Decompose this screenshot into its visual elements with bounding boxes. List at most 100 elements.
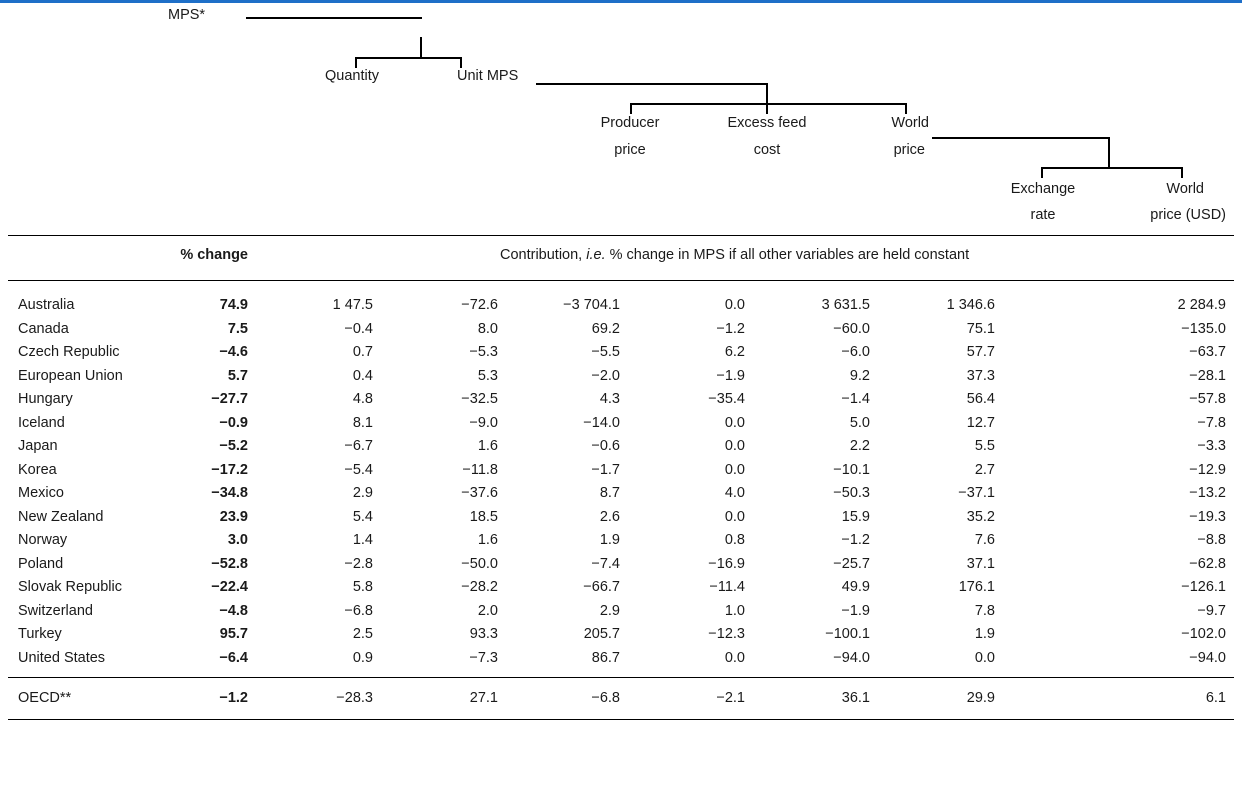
contribution-cell: 69.2: [591, 320, 620, 337]
contribution-cell: −5.3: [469, 344, 498, 360]
pct-change-cell: 3.0: [227, 532, 248, 548]
tree-connector: [766, 83, 768, 104]
contribution-cell: 35.2: [966, 508, 995, 525]
tree-label-quantity: Quantity: [325, 68, 379, 84]
table-row: Hungary −27.7 4.8 −32.5 4.3 −35.4 −1.4 56.4 −57.…: [0, 387, 1242, 411]
tree-label-excess-feed-cost: cost: [753, 142, 781, 158]
country-name: Poland: [18, 555, 64, 572]
contribution-header-text: Contribution,: [500, 247, 587, 263]
contribution-cell: 57.7: [966, 344, 995, 360]
contribution-cell: −6.8: [591, 690, 620, 706]
contribution-cell: −102.0: [1181, 626, 1226, 642]
tree-connector: [905, 103, 907, 114]
contribution-cell: −2.0: [591, 367, 620, 384]
contribution-cell: −1.9: [716, 367, 745, 384]
contribution-cell: −25.7: [833, 555, 870, 572]
contribution-cell: −94.0: [1189, 649, 1226, 666]
tree-connector: [932, 137, 1110, 139]
pct-change-cell: 74.9: [219, 297, 248, 313]
contribution-cell: −1.2: [841, 532, 870, 548]
table-row: Czech Republic −4.6 0.7 −5.3 −5.5 6.2 −6.0 57.7…: [0, 340, 1242, 364]
tree-connector: [630, 103, 907, 105]
contribution-cell: −3 704.1: [563, 297, 620, 313]
contribution-cell: 0.0: [724, 414, 745, 431]
tree-connector: [355, 57, 357, 68]
contribution-cell: 1.9: [974, 626, 995, 642]
contribution-cell: 1 47.5: [332, 297, 373, 313]
oecd-rule: [8, 677, 1234, 678]
contribution-cell: 4.3: [599, 391, 620, 407]
contribution-cell: 7.8: [974, 602, 995, 619]
contribution-cell: −94.0: [833, 649, 870, 666]
table-row: European Union 5.7 0.4 5.3 −2.0 −1.9 9.2 37.3 −2…: [0, 364, 1242, 388]
contribution-cell: 0.8: [724, 532, 745, 548]
tree-connector: [630, 103, 632, 114]
contribution-cell: −6.0: [841, 344, 870, 360]
table-row: Slovak Republic −22.4 5.8 −28.2 −66.7 −11.4 49…: [0, 575, 1242, 599]
tree-connector: [1041, 167, 1183, 169]
tree-connector: [246, 17, 422, 19]
pct-change-cell: −27.7: [211, 391, 248, 407]
table-row: Canada 7.5 −0.4 8.0 69.2 −1.2 −60.0 75.1 −135.0: [0, 317, 1242, 341]
pct-change-cell: 23.9: [219, 508, 248, 525]
contribution-cell: 5.5: [974, 438, 995, 454]
country-name: United States: [18, 649, 106, 666]
tree-label-world-price: price: [893, 142, 925, 158]
tree-connector: [1108, 137, 1110, 168]
contribution-cell: 0.0: [724, 508, 745, 525]
pct-change-cell: −4.6: [219, 344, 248, 360]
contribution-cell: −1.2: [716, 320, 745, 337]
contribution-cell: 2 284.9: [1177, 297, 1226, 313]
contribution-cell: 8.7: [599, 485, 620, 501]
country-name: Slovak Republic: [18, 579, 122, 595]
contribution-cell: 0.0: [724, 438, 745, 454]
contribution-cell: 29.9: [966, 690, 995, 706]
contribution-cell: −62.8: [1189, 555, 1226, 572]
contribution-header-text: % change in MPS if all other variables a…: [605, 247, 970, 263]
contribution-cell: −50.3: [833, 485, 870, 501]
tree-label-world-price-usd: price (USD): [1150, 207, 1226, 223]
contribution-cell: 27.1: [469, 690, 498, 706]
oecd-row: OECD** −1.2 −28.3 27.1 −6.8 −2.1 36.1 29.9 6.1: [0, 686, 1242, 710]
contribution-cell: 5.8: [352, 579, 373, 595]
contribution-cell: 12.7: [966, 414, 995, 431]
contribution-cell: −28.1: [1189, 367, 1226, 384]
contribution-cell: 1 346.6: [946, 297, 995, 313]
pct-change-cell: −4.8: [219, 602, 248, 619]
contribution-cell: 205.7: [583, 626, 620, 642]
contribution-cell: 49.9: [841, 579, 870, 595]
contribution-cell: −50.0: [461, 555, 498, 572]
country-name: European Union: [18, 367, 123, 384]
country-name: Mexico: [18, 485, 64, 501]
contribution-cell: 6.2: [724, 344, 745, 360]
tree-label-producer-price: Producer: [600, 115, 660, 131]
contribution-cell: 36.1: [841, 690, 870, 706]
contribution-cell: 37.3: [966, 367, 995, 384]
table-row: Turkey 95.7 2.5 93.3 205.7 −12.3 −100.1 1.9 −102…: [0, 622, 1242, 646]
contribution-cell: −9.7: [1197, 602, 1226, 619]
contribution-cell: −72.6: [461, 297, 498, 313]
contribution-cell: −6.7: [344, 438, 373, 454]
column-header-row: % change Contribution, i.e. % change in …: [0, 247, 1242, 269]
contribution-cell: −7.8: [1197, 414, 1226, 431]
contribution-cell: 86.7: [591, 649, 620, 666]
contribution-cell: −12.3: [708, 626, 745, 642]
contribution-cell: 2.2: [849, 438, 870, 454]
country-name: Turkey: [18, 626, 62, 642]
contribution-cell: −11.8: [462, 461, 498, 478]
country-name: Norway: [18, 532, 68, 548]
column-header-rule: [8, 280, 1234, 281]
contribution-cell: −5.4: [344, 461, 373, 478]
tree-label-exchange-rate: rate: [1030, 207, 1056, 223]
contribution-cell: 2.9: [599, 602, 620, 619]
contribution-cell: 8.0: [477, 320, 498, 337]
contribution-cell: 3 631.5: [821, 297, 870, 313]
contribution-cell: 4.0: [724, 485, 745, 501]
tree-connector: [355, 57, 462, 59]
table-row: Switzerland −4.8 −6.8 2.0 2.9 1.0 −1.9 7.8 −9.7: [0, 599, 1242, 623]
table-row: Australia 74.9 1 47.5 −72.6 −3 704.1 0.0 3 631…: [0, 293, 1242, 317]
contribution-cell: 5.4: [352, 508, 373, 525]
contribution-cell: 8.1: [352, 414, 373, 431]
contribution-cell: 2.9: [352, 485, 373, 501]
pct-change-cell: −17.2: [211, 461, 248, 478]
